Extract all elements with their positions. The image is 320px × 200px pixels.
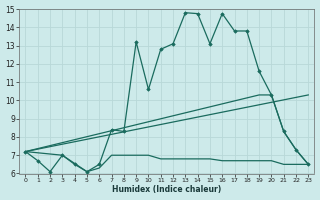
X-axis label: Humidex (Indice chaleur): Humidex (Indice chaleur) (112, 185, 221, 194)
